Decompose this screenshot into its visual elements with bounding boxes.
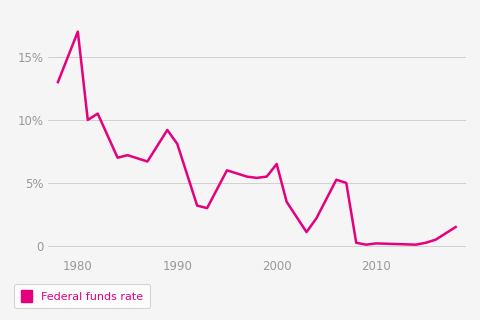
Legend: Federal funds rate: Federal funds rate (14, 284, 150, 308)
